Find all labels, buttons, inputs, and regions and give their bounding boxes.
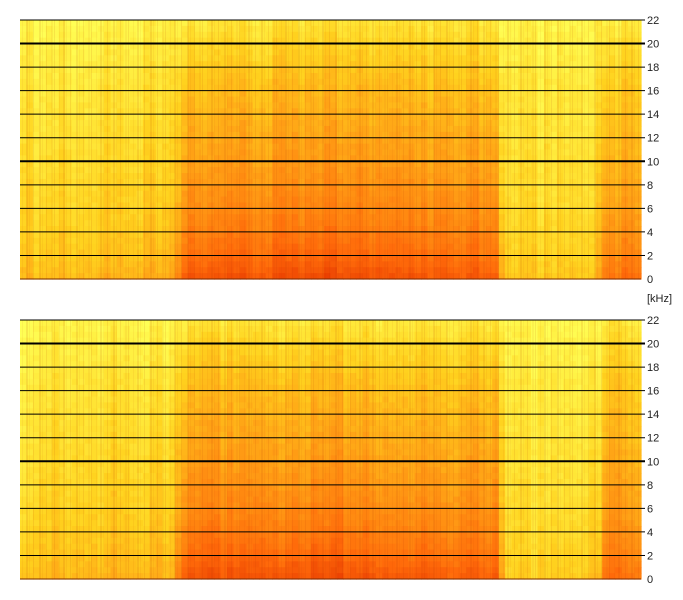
y-tick-label: 14 [647,109,659,121]
y-tick-label: 18 [647,62,659,74]
y-tick-label: 6 [647,203,653,215]
spectrogram-panel-channel-1: 0 2 4 6 8 10 12 14 16 18 20 22 [20,15,659,286]
y-tick-label: 20 [647,39,659,51]
y-tick-label: 22 [647,15,659,27]
y-tick-label: 4 [647,227,653,239]
y-tick-label: 8 [647,180,653,192]
y-tick-label: 10 [647,156,659,168]
y-tick-label: 2 [647,250,653,262]
y-tick-label: 0 [647,274,653,286]
y-tick-label: 12 [647,133,659,145]
streak-texture [20,20,641,279]
y-tick-label: 16 [647,86,659,98]
